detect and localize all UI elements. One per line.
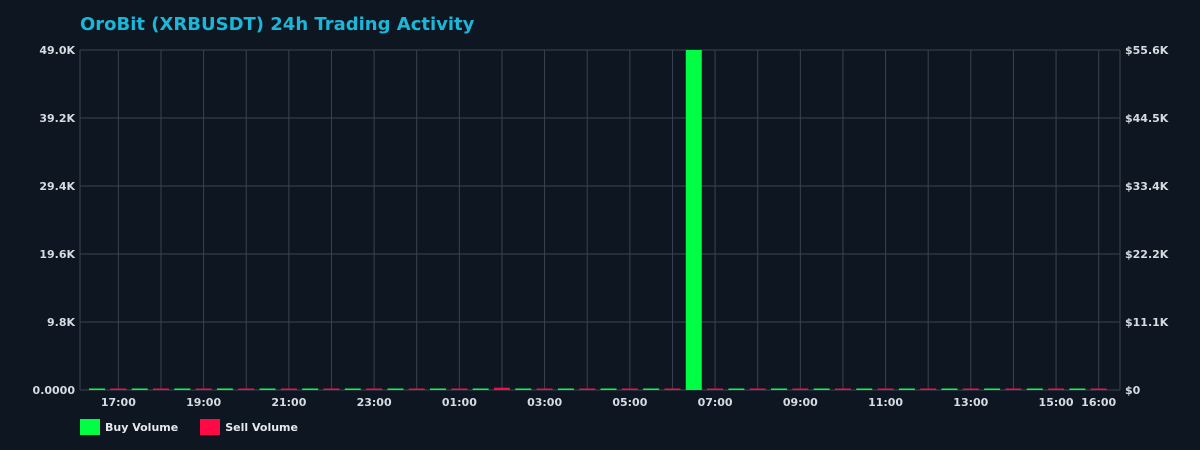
buy-volume-bar: [344, 388, 361, 390]
legend-label-buy: Buy Volume: [105, 420, 179, 434]
buy-volume-bar: [430, 388, 447, 390]
x-tick-label: 09:00: [783, 396, 818, 409]
x-tick-label: 21:00: [271, 396, 306, 409]
buy-volume-bar: [302, 388, 319, 390]
x-tick-label: 16:00: [1081, 396, 1116, 409]
y-left-tick-label: 49.0K: [39, 44, 75, 57]
x-tick-label: 03:00: [527, 396, 562, 409]
legend-item-sell[interactable]: Sell Volume: [200, 419, 298, 435]
buy-volume-bar: [984, 388, 1001, 390]
sell-volume-bar: [579, 388, 596, 390]
legend: Buy Volume Sell Volume: [80, 419, 298, 435]
buy-volume-bar: [856, 388, 873, 390]
y-right-tick-label: $11.1K: [1125, 316, 1169, 329]
buy-volume-bar: [174, 388, 191, 390]
buy-volume-bar: [387, 388, 404, 390]
buy-volume-bar: [728, 388, 745, 390]
y-right-tick-label: $22.2K: [1125, 248, 1169, 261]
sell-volume-bar: [536, 388, 553, 390]
sell-volume-bar: [834, 388, 851, 390]
y-left-tick-label: 0.0000: [33, 384, 76, 397]
y-left-tick-label: 9.8K: [47, 316, 75, 329]
y-right-tick-label: $33.4K: [1125, 180, 1169, 193]
x-tick-label: 13:00: [953, 396, 988, 409]
x-tick-label: 05:00: [612, 396, 647, 409]
sell-volume-bar: [152, 388, 169, 390]
buy-volume-bar: [813, 388, 830, 390]
legend-label-sell: Sell Volume: [225, 420, 298, 434]
x-tick-label: 19:00: [186, 396, 221, 409]
x-tick-label: 17:00: [101, 396, 136, 409]
buy-volume-bar: [89, 388, 106, 390]
buy-volume-bar: [1069, 388, 1086, 390]
sell-volume-bar: [493, 387, 510, 390]
buy-volume-bar: [259, 388, 276, 390]
sell-volume-bar: [621, 388, 638, 390]
buy-volume-bar: [771, 388, 788, 390]
sell-volume-bar: [749, 388, 766, 390]
y-right-tick-label: $55.6K: [1125, 44, 1169, 57]
x-tick-label: 01:00: [442, 396, 477, 409]
sell-volume-bar: [920, 388, 937, 390]
buy-volume-bar: [216, 388, 233, 390]
sell-volume-bar: [962, 388, 979, 390]
sell-volume-bar: [1090, 388, 1107, 390]
buy-volume-bar: [557, 388, 574, 390]
sell-volume-bar: [408, 388, 425, 390]
y-right-tick-label: $44.5K: [1125, 112, 1169, 125]
sell-volume-bar: [707, 388, 724, 390]
y-left-tick-label: 39.2K: [39, 112, 75, 125]
x-tick-label: 07:00: [698, 396, 733, 409]
sell-volume-bar: [366, 388, 383, 390]
buy-volume-bar: [515, 388, 532, 390]
buy-volume-bar: [941, 388, 958, 390]
buy-swatch: [80, 419, 100, 435]
sell-volume-bar: [877, 388, 894, 390]
sell-volume-bar: [110, 388, 127, 390]
y-left-tick-label: 29.4K: [39, 180, 75, 193]
buy-volume-bar: [685, 50, 702, 390]
sell-volume-bar: [451, 388, 468, 390]
buy-volume-bar: [1026, 388, 1043, 390]
buy-volume-bar: [600, 388, 617, 390]
sell-volume-bar: [1048, 388, 1065, 390]
sell-volume-bar: [323, 388, 340, 390]
sell-volume-bar: [792, 388, 809, 390]
buy-volume-bar: [643, 388, 660, 390]
sell-volume-bar: [1005, 388, 1022, 390]
sell-volume-bar: [195, 388, 212, 390]
buy-volume-bar: [472, 388, 489, 390]
y-right-tick-label: $0: [1125, 384, 1141, 397]
legend-item-buy[interactable]: Buy Volume: [80, 419, 178, 435]
sell-volume-bar: [280, 388, 297, 390]
sell-volume-bar: [664, 388, 681, 390]
x-tick-label: 11:00: [868, 396, 903, 409]
x-tick-label: 15:00: [1039, 396, 1074, 409]
x-tick-label: 23:00: [357, 396, 392, 409]
buy-volume-bar: [131, 388, 148, 390]
buy-volume-bar: [898, 388, 915, 390]
chart-title: OroBit (XRBUSDT) 24h Trading Activity: [80, 14, 475, 35]
sell-swatch: [200, 419, 221, 435]
sell-volume-bar: [238, 388, 255, 390]
y-left-tick-label: 19.6K: [39, 248, 75, 261]
